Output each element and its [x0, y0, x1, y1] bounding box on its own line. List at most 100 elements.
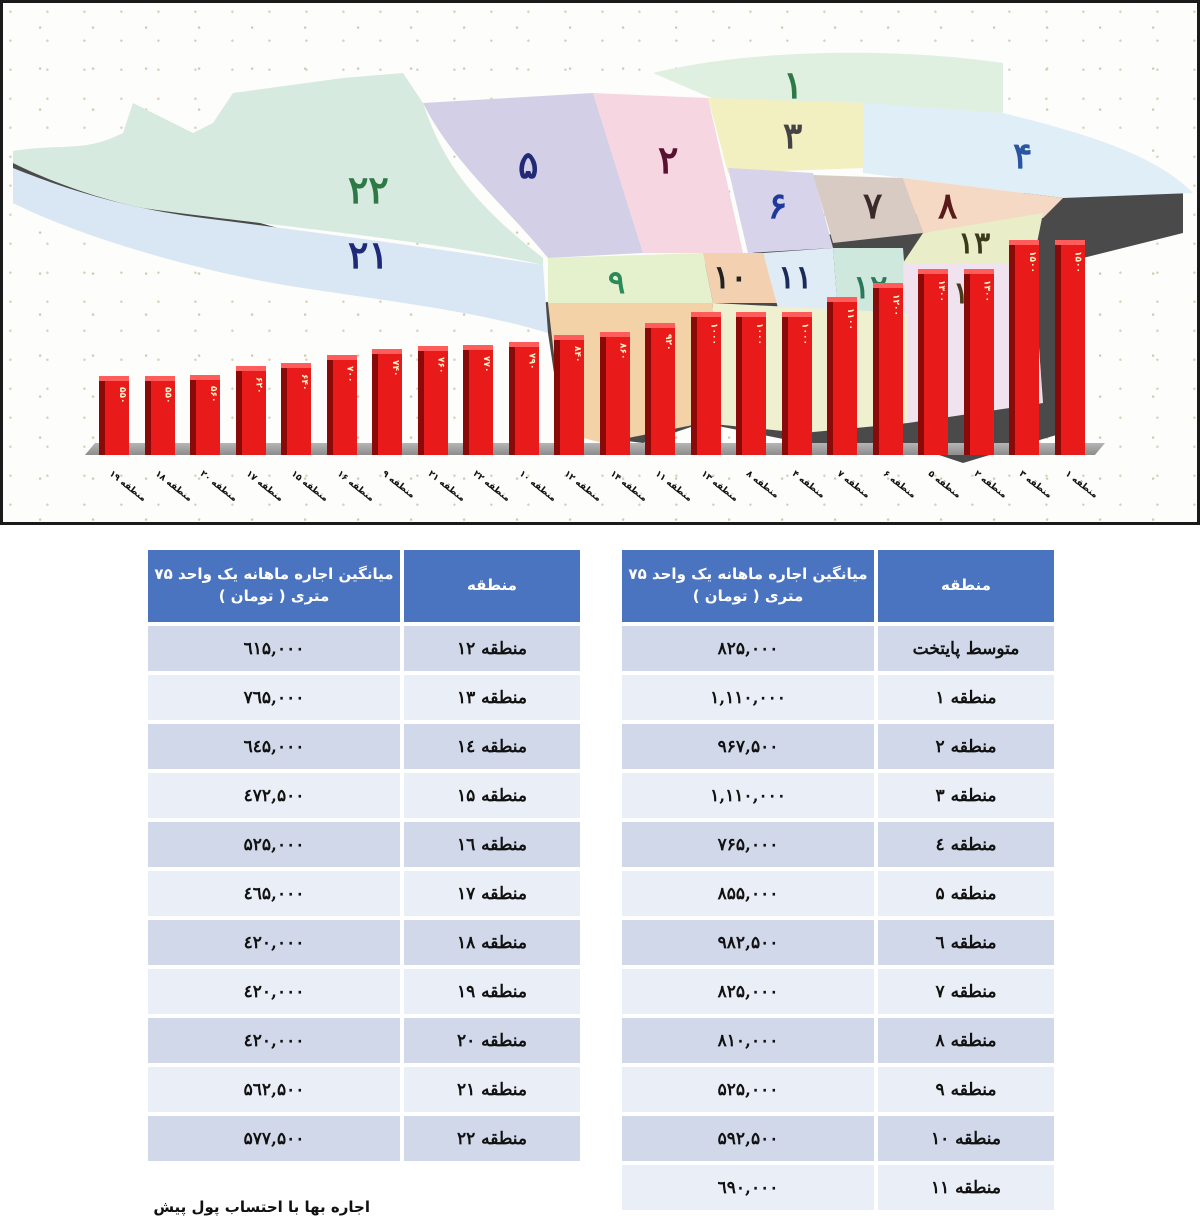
rent-value-cell: ۷۶۵,۰۰۰ — [622, 822, 874, 867]
region-cell: منطقه ۹ — [878, 1067, 1054, 1112]
bar: ۱۳۰۰ — [918, 269, 948, 455]
rent-value-cell: ٤۲۰,۰۰۰ — [148, 920, 400, 965]
district-3 — [708, 98, 863, 173]
table-header: منطقه میانگین اجاره ماهانه یک واحد ۷۵ مت… — [622, 550, 1054, 622]
bar: ۱۲۰۰ — [872, 283, 903, 455]
region-cell: منطقه ۱۵ — [404, 773, 580, 818]
table-header: منطقه میانگین اجاره ماهانه یک واحد ۷۵ مت… — [148, 550, 580, 622]
bar: ۱۰۰۰ — [736, 312, 766, 455]
x-axis-label: منطقه ۱۵ — [288, 469, 330, 505]
x-axis-label: منطقه ۱۰ — [516, 469, 558, 505]
bar: ۱۱۰۰ — [827, 297, 857, 455]
bar-value-label: ۷۶۰ — [435, 357, 446, 374]
bar: ۱۰۰۰ — [781, 312, 812, 455]
bar-value-label: ۷۰۰ — [344, 366, 355, 383]
region-cell: منطقه ۱۳ — [404, 675, 580, 720]
table-row: منطقه ۹ ۵۲۵,۰۰۰ — [622, 1067, 1054, 1112]
table-row: متوسط پایتخت ۸۲۵,۰۰۰ — [622, 626, 1054, 671]
table-row: منطقه ٤ ۷۶۵,۰۰۰ — [622, 822, 1054, 867]
rent-value-cell: ٤۲۰,۰۰۰ — [148, 969, 400, 1014]
x-axis-label: منطقه ۲۲ — [470, 469, 512, 505]
district-5 — [423, 93, 643, 258]
region-cell: منطقه ۲ — [878, 724, 1054, 769]
x-axis-label: منطقه ۱۱ — [652, 469, 694, 505]
district-label-7: ۷ — [863, 185, 883, 227]
x-axis-label: منطقه ۸ — [743, 469, 781, 501]
district-22 — [13, 73, 543, 265]
bar-value-label: ۷۷۰ — [481, 356, 491, 373]
district-label-8: ۸ — [938, 185, 958, 227]
district-label-9: ۹ — [608, 263, 625, 301]
district-label-13: ۱۳ — [958, 226, 990, 261]
rent-table-left: منطقه میانگین اجاره ماهانه یک واحد ۷۵ مت… — [148, 550, 580, 1165]
table-row: منطقه ۲۱ ۵٦۲,۵۰۰ — [148, 1067, 580, 1112]
region-cell: منطقه ۱۱ — [878, 1165, 1054, 1210]
district-11 — [763, 248, 838, 313]
bar: ۱۰۰۰ — [690, 312, 721, 455]
table-row: منطقه ۷ ۸۲۵,۰۰۰ — [622, 969, 1054, 1014]
bar: ۷۷۰ — [463, 345, 493, 455]
region-cell: منطقه ٤ — [878, 822, 1054, 867]
table-row: منطقه ۱۱ ٦۹۰,۰۰۰ — [622, 1165, 1054, 1210]
x-axis-label: منطقه ۱۹ — [106, 469, 148, 505]
region-cell: منطقه ۱۲ — [404, 626, 580, 671]
bar-value-label: ۷۹۰ — [526, 353, 537, 370]
rent-value-cell: ۵۲۵,۰۰۰ — [148, 822, 400, 867]
bar: ۸۴۰ — [554, 335, 584, 455]
rent-value-cell: ٦۹۰,۰۰۰ — [622, 1165, 874, 1210]
district-label-21: ۲۱ — [348, 232, 389, 277]
rent-value-cell: ۸۵۵,۰۰۰ — [622, 871, 874, 916]
rent-value-cell: ۷٦۵,۰۰۰ — [148, 675, 400, 720]
rent-value-cell: ۱,۱۱۰,۰۰۰ — [622, 773, 874, 818]
table-row: منطقه ۱۸ ٤۲۰,۰۰۰ — [148, 920, 580, 965]
region-cell: منطقه ۱۰ — [878, 1116, 1054, 1161]
bar-series: ۵۵۰ ۵۵۰ ۵۶۰ ۶۲۰ ۶۴۰ ۷۰۰ ۷۴۰ ۷۶۰ ۷۷۰ ۷۹۰ ۸۴۰ ۸۶۰ ۹۲۰ ۱… — [99, 3, 1099, 455]
x-axis-label: منطقه ۶ — [880, 469, 917, 501]
x-axis-label: منطقه ۱۲ — [561, 469, 603, 505]
bar-value-label: ۶۲۰ — [253, 377, 264, 394]
district-label-4: ۴ — [1013, 135, 1032, 177]
bar: ۹۲۰ — [645, 323, 675, 455]
bar-value-label: ۷۴۰ — [390, 360, 400, 377]
table-row: منطقه ۵ ۸۵۵,۰۰۰ — [622, 871, 1054, 916]
region-cell: منطقه ۱ — [878, 675, 1054, 720]
bar-value-label: ۸۴۰ — [572, 346, 582, 363]
bar: ۱۵۰۰ — [1054, 240, 1085, 455]
x-axis-label: منطقه ۱۴ — [607, 469, 649, 505]
rent-value-cell: ٦۱۵,۰۰۰ — [148, 626, 400, 671]
table-row: منطقه ٦ ۹۸۲,۵۰۰ — [622, 920, 1054, 965]
region-cell: منطقه ۲۰ — [404, 1018, 580, 1063]
x-axis-label: منطقه ۱۸ — [152, 469, 194, 505]
bar-value-label: ۹۲۰ — [663, 334, 673, 351]
rent-value-cell: ۵۲۵,۰۰۰ — [622, 1067, 874, 1112]
table-row: منطقه ۲ ۹۶۷,۵۰۰ — [622, 724, 1054, 769]
table-row: منطقه ۱٤ ٦٤۵,۰۰۰ — [148, 724, 580, 769]
district-10 — [703, 253, 778, 303]
bar: ۷۰۰ — [326, 355, 357, 455]
district-label-10: ۱۰ — [713, 258, 747, 296]
rent-value-cell: ۱,۱۱۰,۰۰۰ — [622, 675, 874, 720]
district-label-3: ۳ — [783, 115, 802, 157]
bar: ۱۳۰۰ — [963, 269, 994, 455]
rent-value-cell: ٤۲۰,۰۰۰ — [148, 1018, 400, 1063]
map-chart-panel: ۱ ۲ ۳ ۴ ۵ ۶ ۷ ۸ ۹ ۱۰ ۱۱ ۱۲ ۱۳ ۱۴ ۲۱ ۲۲ ۵… — [0, 0, 1200, 525]
x-axis-label: منطقه ۱۷ — [243, 469, 285, 505]
rent-value-cell: ۸۱۰,۰۰۰ — [622, 1018, 874, 1063]
region-cell: منطقه ۸ — [878, 1018, 1054, 1063]
x-axis-label: منطقه ۹ — [379, 469, 417, 501]
table-row: منطقه ۳ ۱,۱۱۰,۰۰۰ — [622, 773, 1054, 818]
bar: ۱۵۰۰ — [1009, 240, 1039, 455]
header-value: میانگین اجاره ماهانه یک واحد ۷۵ متری ( ت… — [622, 550, 874, 622]
bar: ۸۶۰ — [599, 332, 630, 455]
bar-value-label: ۱۲۰۰ — [890, 294, 901, 316]
region-cell: منطقه ۵ — [878, 871, 1054, 916]
table-row: منطقه ۲۰ ٤۲۰,۰۰۰ — [148, 1018, 580, 1063]
table-row: منطقه ۱٦ ۵۲۵,۰۰۰ — [148, 822, 580, 867]
rent-value-cell: ٤٦۵,۰۰۰ — [148, 871, 400, 916]
region-cell: منطقه ۱۸ — [404, 920, 580, 965]
x-axis-label: منطقه ۷ — [834, 469, 872, 501]
bar-value-label: ۱۳۰۰ — [981, 280, 992, 302]
table-row: منطقه ۱۰ ۵۹۲,۵۰۰ — [622, 1116, 1054, 1161]
region-cell: منطقه ۲۱ — [404, 1067, 580, 1112]
bar-value-label: ۵۵۰ — [117, 387, 127, 404]
